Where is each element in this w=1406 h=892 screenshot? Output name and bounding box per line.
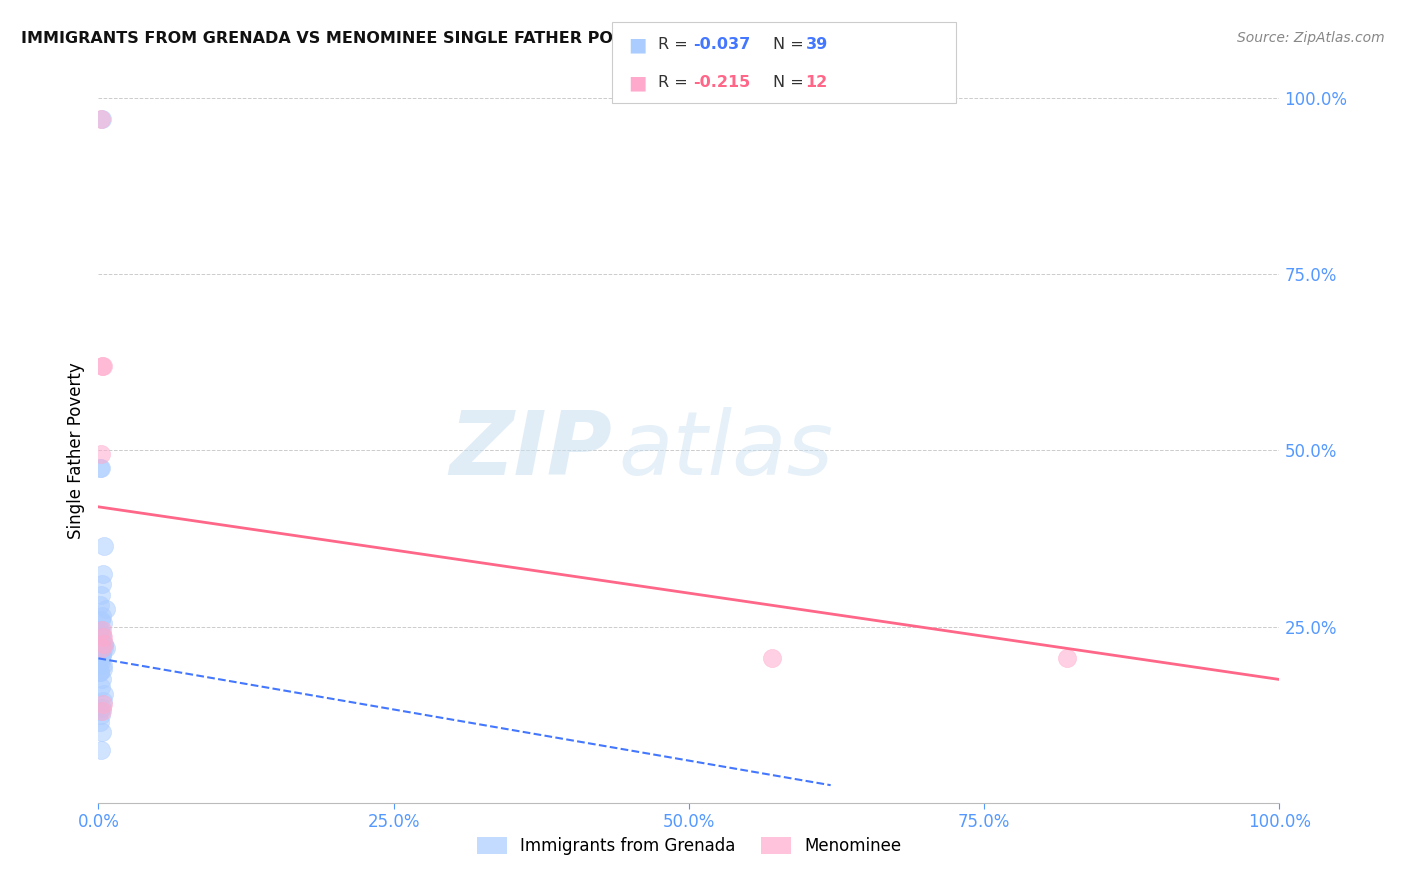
Point <box>89 599 111 613</box>
Point <box>90 613 112 627</box>
Text: N =: N = <box>773 37 810 53</box>
Point <box>90 680 112 694</box>
Point <box>93 637 115 651</box>
Point <box>90 707 112 722</box>
Text: R =: R = <box>658 37 693 53</box>
Text: 39: 39 <box>806 37 828 53</box>
Point <box>91 693 114 707</box>
Point <box>91 566 114 581</box>
Point <box>91 697 114 711</box>
Point <box>91 658 114 673</box>
Text: 12: 12 <box>806 75 828 90</box>
Point <box>90 588 112 602</box>
Point <box>90 447 112 461</box>
Point <box>91 662 114 676</box>
Point <box>91 725 114 739</box>
Point <box>91 359 114 373</box>
Point <box>91 700 114 714</box>
Text: R =: R = <box>658 75 693 90</box>
Point <box>93 640 115 655</box>
Point <box>89 704 111 718</box>
Text: Source: ZipAtlas.com: Source: ZipAtlas.com <box>1237 31 1385 45</box>
Point <box>90 637 112 651</box>
Point <box>93 637 115 651</box>
Point <box>89 623 111 637</box>
Point <box>91 648 114 662</box>
Point <box>90 655 112 669</box>
Point <box>91 623 114 637</box>
Text: atlas: atlas <box>619 408 832 493</box>
Y-axis label: Single Father Poverty: Single Father Poverty <box>67 362 86 539</box>
Point <box>761 651 783 665</box>
Point <box>93 539 115 553</box>
Point <box>89 461 111 475</box>
Text: N =: N = <box>773 75 810 90</box>
Legend: Immigrants from Grenada, Menominee: Immigrants from Grenada, Menominee <box>470 830 908 862</box>
Point <box>94 602 117 616</box>
Point <box>90 461 112 475</box>
Point <box>93 687 115 701</box>
Text: ■: ■ <box>628 36 647 54</box>
Point <box>90 633 112 648</box>
Point <box>89 665 111 680</box>
Point <box>91 673 114 687</box>
Point <box>90 112 112 127</box>
Point <box>89 714 111 729</box>
Point <box>91 626 114 640</box>
Point <box>89 644 111 658</box>
Point <box>94 640 117 655</box>
Point <box>91 616 114 631</box>
Point <box>90 743 112 757</box>
Point <box>90 651 112 665</box>
Point <box>91 630 114 644</box>
Point <box>91 577 114 591</box>
Point <box>91 609 114 624</box>
Point <box>91 630 114 644</box>
Text: ■: ■ <box>628 73 647 92</box>
Point <box>91 640 114 655</box>
Text: IMMIGRANTS FROM GRENADA VS MENOMINEE SINGLE FATHER POVERTY CORRELATION CHART: IMMIGRANTS FROM GRENADA VS MENOMINEE SIN… <box>21 31 868 46</box>
Point <box>1056 651 1078 665</box>
Point <box>91 359 114 373</box>
Text: -0.215: -0.215 <box>693 75 751 90</box>
Text: ZIP: ZIP <box>450 407 612 494</box>
Point <box>91 648 114 662</box>
Point <box>91 704 114 718</box>
Text: -0.037: -0.037 <box>693 37 751 53</box>
Point <box>89 665 111 680</box>
Point <box>91 112 114 127</box>
